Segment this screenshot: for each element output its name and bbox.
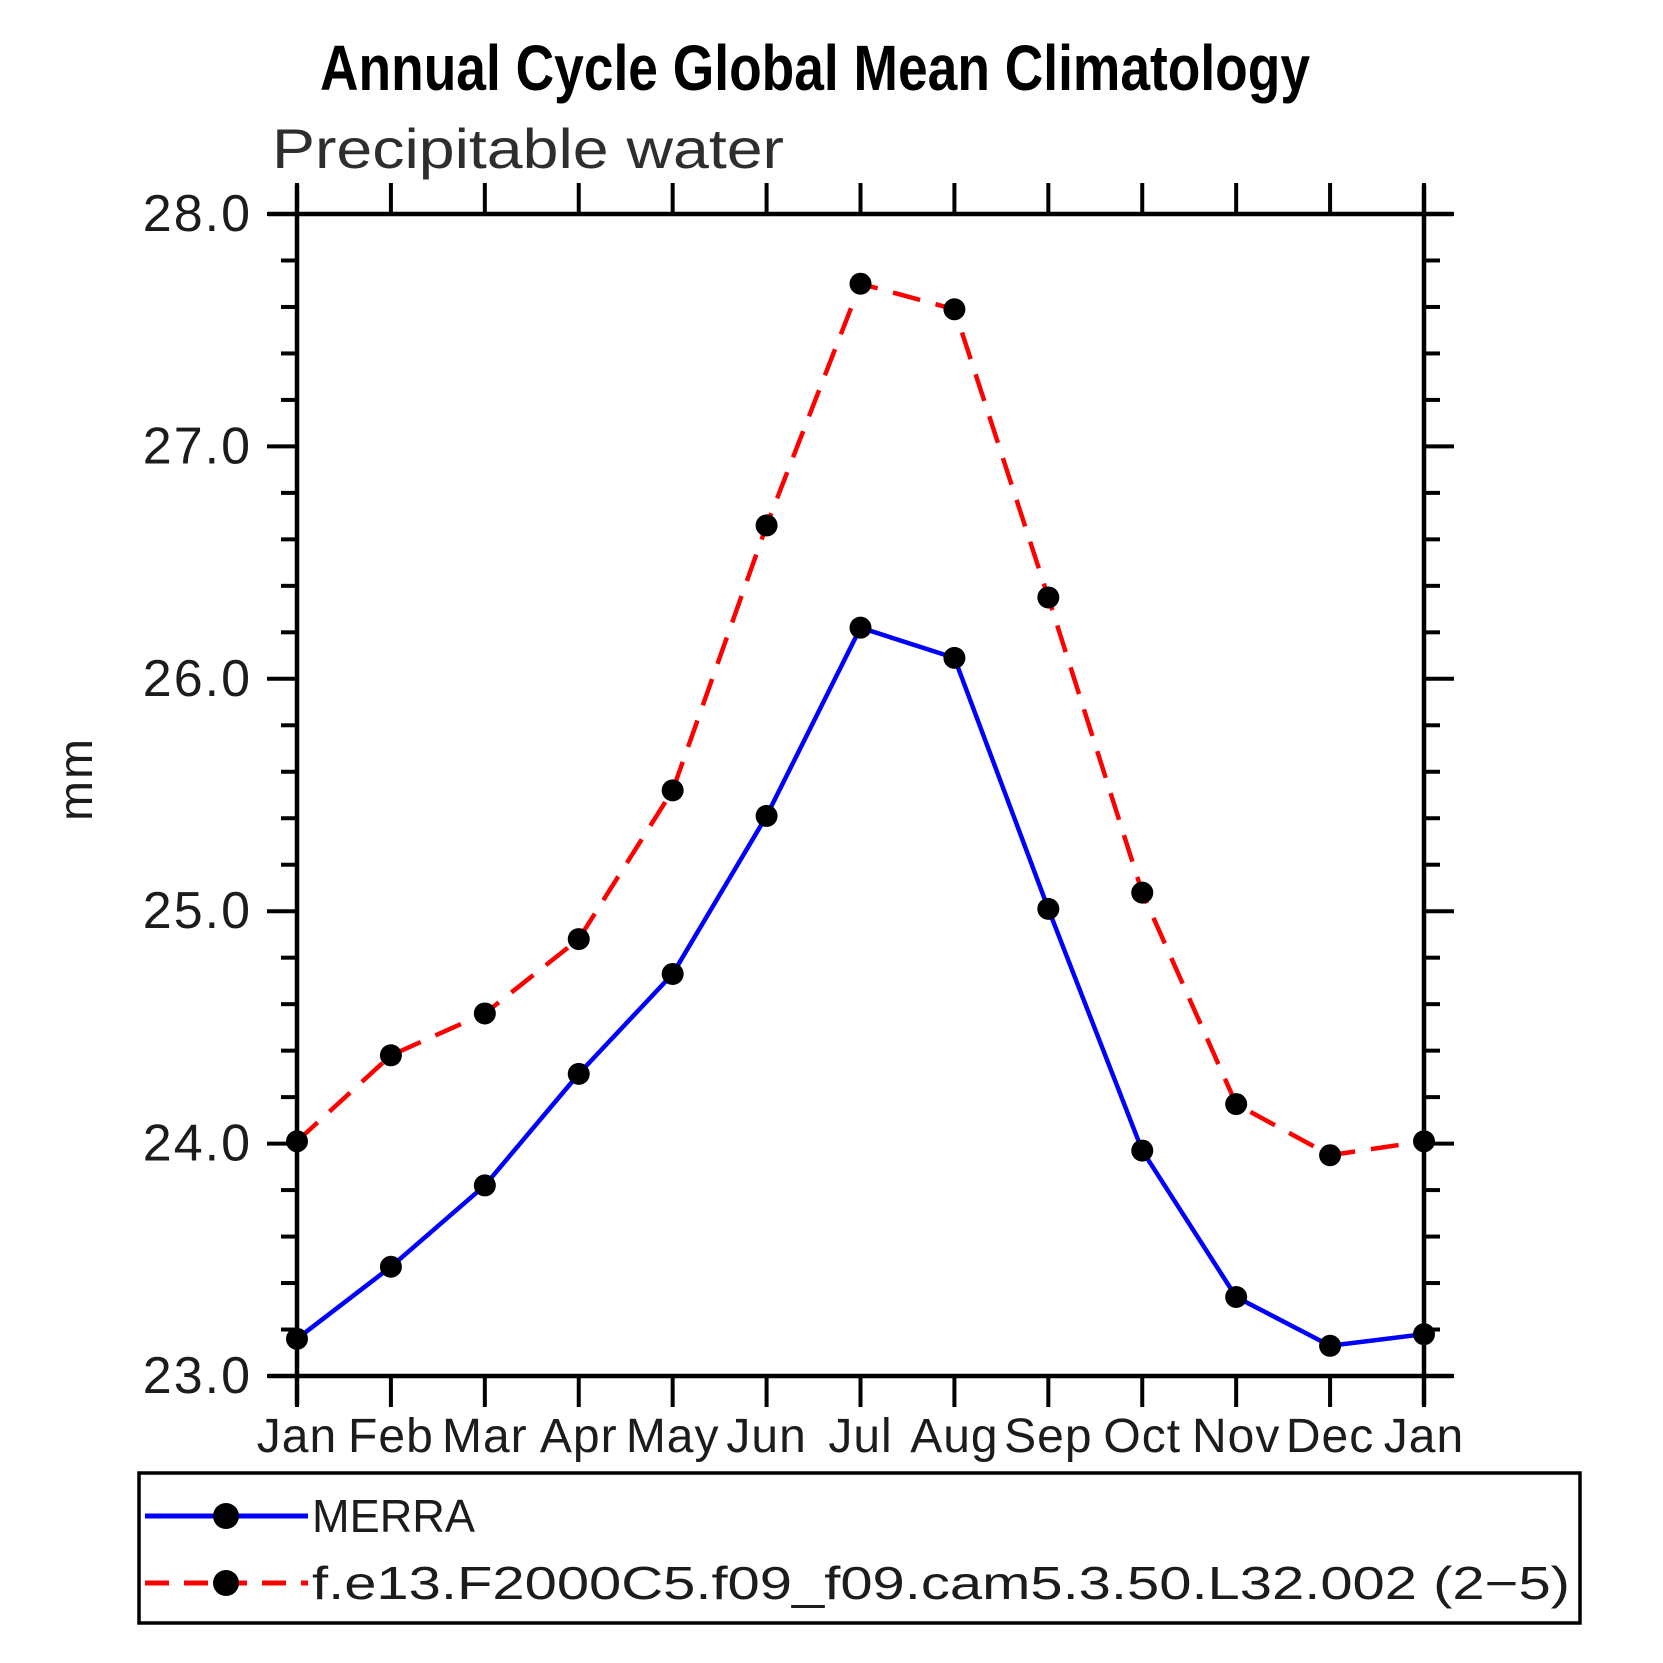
series-0-data-point: [1037, 897, 1060, 920]
series-0-data-point: [286, 1327, 308, 1350]
x-tick-label: Jan: [257, 1410, 337, 1463]
x-tick-label: Oct: [1103, 1410, 1181, 1463]
series-0-data-point: [1131, 1139, 1154, 1162]
x-tick-label: Nov: [1192, 1410, 1280, 1463]
y-tick-label: 28.0: [143, 185, 252, 243]
series-0-data-point: [1319, 1334, 1342, 1357]
axis-ticks: [267, 183, 1454, 1407]
legend-label-merra: MERRA: [312, 1490, 475, 1542]
y-tick-label: 26.0: [143, 650, 252, 708]
series-1-data-point: [755, 514, 778, 537]
series-1-data-point: [1225, 1093, 1248, 1116]
legend: MERRA f.e13.F2000C5.f09_f09.cam5.3.50.L3…: [137, 1471, 1582, 1625]
x-tick-label: Apr: [540, 1410, 618, 1463]
x-tick-label: Jul: [828, 1410, 892, 1463]
y-axis-title: mm: [50, 737, 103, 821]
x-tick-label: Aug: [910, 1410, 998, 1463]
y-tick-label: 24.0: [143, 1115, 252, 1173]
legend-item-model: f.e13.F2000C5.f09_f09.cam5.3.50.L32.002 …: [145, 1557, 1570, 1609]
legend-label-model: f.e13.F2000C5.f09_f09.cam5.3.50.L32.002 …: [312, 1557, 1570, 1609]
series-0-data-point: [661, 962, 684, 985]
series-line-0: [295, 625, 1425, 1349]
y-tick-label: 27.0: [143, 417, 252, 475]
legend-marker-dot-icon: [213, 1503, 239, 1529]
series-1-data-point: [1131, 881, 1154, 904]
legend-marker-dot-icon: [213, 1570, 239, 1596]
x-tick-label: Mar: [442, 1410, 528, 1463]
series-0-data-point: [1225, 1285, 1248, 1308]
series-0-data-point: [755, 804, 778, 827]
axis-tick-labels: Jan Feb Mar Apr May Jun Jul Aug Sep Oct Nov Dec Jan2…: [143, 185, 1464, 1463]
x-tick-label: Sep: [1004, 1410, 1092, 1463]
legend-box: [137, 1471, 1582, 1625]
series-0-data-point: [849, 616, 872, 639]
legend-item-merra: MERRA: [145, 1490, 475, 1542]
series-1-data-point: [1413, 1130, 1435, 1153]
chart-title: Annual Cycle Global Mean Climatology: [320, 32, 1310, 104]
series-1-data-point: [286, 1130, 308, 1153]
x-tick-label: May: [626, 1410, 720, 1463]
series-0-data-point: [567, 1062, 590, 1085]
series-1-data-point: [379, 1044, 402, 1067]
series-1-data-point: [567, 928, 590, 951]
series-1-data-point: [849, 272, 872, 295]
plot-frame: [268, 185, 1453, 1405]
x-tick-label: Jun: [726, 1410, 806, 1463]
series-0-data-point: [379, 1255, 402, 1278]
series-1-data-point: [1037, 586, 1060, 609]
x-tick-label: Dec: [1286, 1410, 1374, 1463]
y-tick-label: 23.0: [143, 1347, 252, 1405]
x-tick-label: Feb: [348, 1410, 434, 1463]
series-line-1: [295, 281, 1425, 1158]
series-0-data-point: [473, 1174, 496, 1197]
y-tick-label: 25.0: [143, 882, 252, 940]
series-1-data-point: [1319, 1144, 1342, 1167]
series-0-data-point: [943, 646, 966, 669]
data-series: [286, 272, 1435, 1357]
x-tick-label: Jan: [1384, 1410, 1464, 1463]
series-1-data-point: [943, 298, 966, 321]
series-0-data-point: [1413, 1323, 1435, 1346]
chart-subtitle: Precipitable water: [272, 117, 784, 180]
series-1-data-point: [661, 779, 684, 802]
series-1-data-point: [473, 1002, 496, 1025]
